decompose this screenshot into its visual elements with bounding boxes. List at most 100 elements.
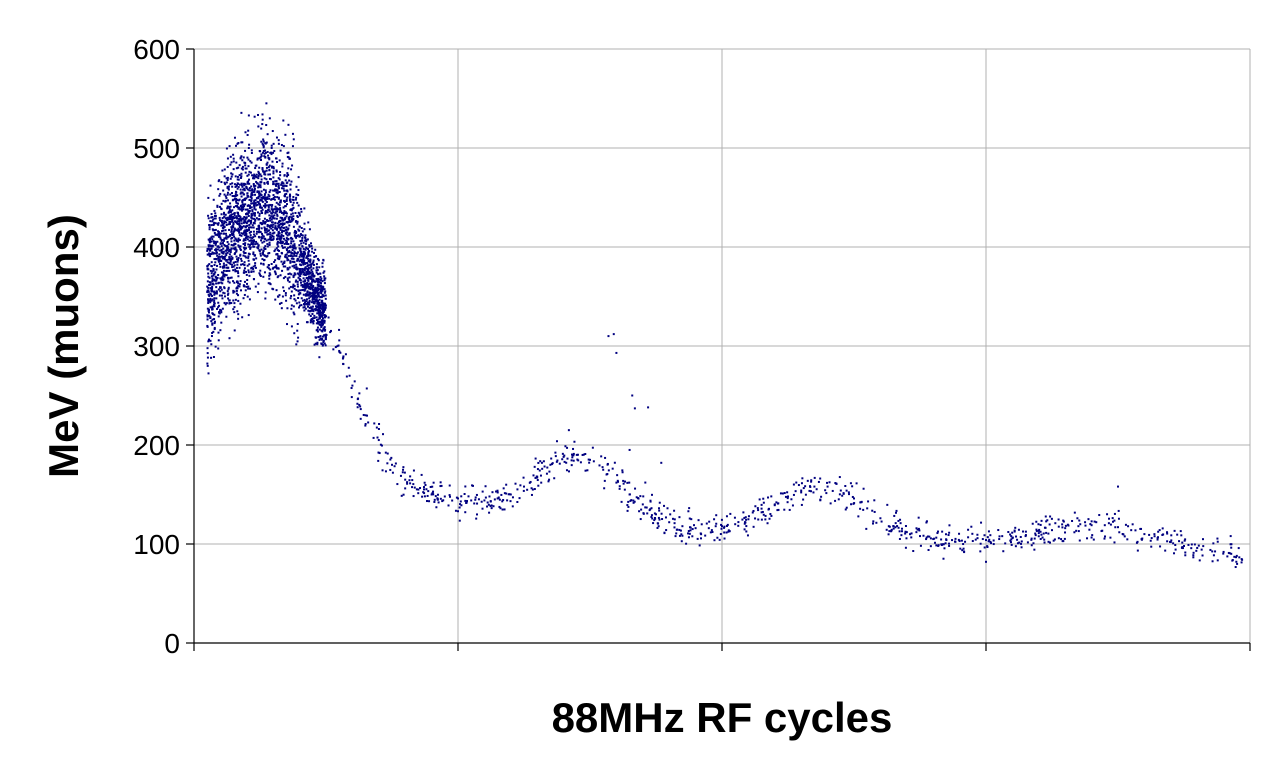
data-point	[278, 258, 281, 261]
data-point	[256, 158, 259, 161]
data-point	[308, 285, 311, 288]
data-point	[493, 498, 496, 501]
data-point	[286, 173, 289, 176]
data-point	[323, 326, 326, 329]
data-point	[271, 226, 274, 229]
data-point	[314, 308, 317, 311]
data-point	[306, 257, 309, 260]
data-point	[658, 507, 661, 510]
data-point	[754, 505, 757, 508]
data-point	[1061, 526, 1064, 529]
data-point	[251, 217, 254, 220]
data-point	[260, 153, 263, 156]
data-point	[745, 525, 748, 528]
data-point	[265, 239, 268, 242]
data-point	[944, 533, 947, 536]
data-point	[230, 255, 233, 258]
data-point	[809, 490, 812, 493]
data-point	[263, 240, 266, 243]
data-point	[431, 492, 434, 495]
data-point	[206, 352, 209, 355]
data-point	[1162, 533, 1165, 536]
data-point	[208, 263, 211, 266]
data-point	[303, 306, 306, 309]
data-point	[767, 496, 770, 499]
data-point	[247, 269, 250, 272]
data-point	[323, 304, 326, 307]
data-point	[211, 286, 214, 289]
data-point	[216, 204, 219, 207]
data-point	[273, 231, 276, 234]
data-point	[248, 239, 251, 242]
data-point	[257, 170, 260, 173]
data-point	[244, 218, 247, 221]
data-point	[290, 209, 293, 212]
data-point	[243, 231, 246, 234]
data-point	[900, 530, 903, 533]
data-point	[566, 457, 569, 460]
data-point	[234, 185, 237, 188]
data-point	[364, 414, 367, 417]
data-point	[1057, 537, 1060, 540]
data-point	[284, 294, 287, 297]
data-point	[315, 278, 318, 281]
data-point	[761, 510, 764, 513]
data-point	[311, 312, 314, 315]
data-point	[646, 512, 649, 515]
data-point	[260, 223, 263, 226]
data-point	[1159, 545, 1162, 548]
data-point	[715, 522, 718, 525]
data-point	[334, 346, 337, 349]
data-point	[261, 167, 264, 170]
data-point	[641, 503, 644, 506]
data-point	[226, 216, 229, 219]
data-point	[299, 273, 302, 276]
data-point	[319, 335, 322, 338]
data-point	[321, 315, 324, 318]
data-point	[254, 266, 257, 269]
data-point	[316, 328, 319, 331]
data-point	[678, 534, 681, 537]
data-point	[234, 298, 237, 301]
data-point	[245, 216, 248, 219]
data-point	[302, 257, 305, 260]
data-point	[322, 339, 325, 342]
data-point	[221, 242, 224, 245]
data-point	[264, 209, 267, 212]
data-point	[685, 542, 688, 545]
data-point	[1020, 542, 1023, 545]
data-point	[489, 500, 492, 503]
data-point	[279, 227, 282, 230]
data-point	[317, 280, 320, 283]
data-point	[273, 198, 276, 201]
data-point	[221, 169, 224, 172]
data-point	[292, 275, 295, 278]
data-point	[967, 536, 970, 539]
data-point	[813, 485, 816, 488]
data-point	[304, 285, 307, 288]
data-point	[207, 289, 210, 292]
data-point	[281, 240, 284, 243]
data-point	[980, 521, 983, 524]
data-point	[307, 309, 310, 312]
data-point	[800, 482, 803, 485]
data-point	[262, 262, 265, 265]
data-point	[475, 513, 478, 516]
data-point	[234, 175, 237, 178]
data-point	[933, 541, 936, 544]
data-point	[230, 302, 233, 305]
data-point	[310, 268, 313, 271]
data-point	[327, 316, 330, 319]
data-point	[222, 229, 225, 232]
data-point	[255, 180, 258, 183]
data-point	[509, 500, 512, 503]
data-point	[216, 264, 219, 267]
data-point	[311, 280, 314, 283]
data-point	[423, 495, 426, 498]
data-point	[302, 280, 305, 283]
data-point	[242, 156, 245, 159]
data-point	[547, 480, 550, 483]
data-point	[537, 484, 540, 487]
data-point	[391, 463, 393, 466]
data-point	[280, 307, 283, 310]
